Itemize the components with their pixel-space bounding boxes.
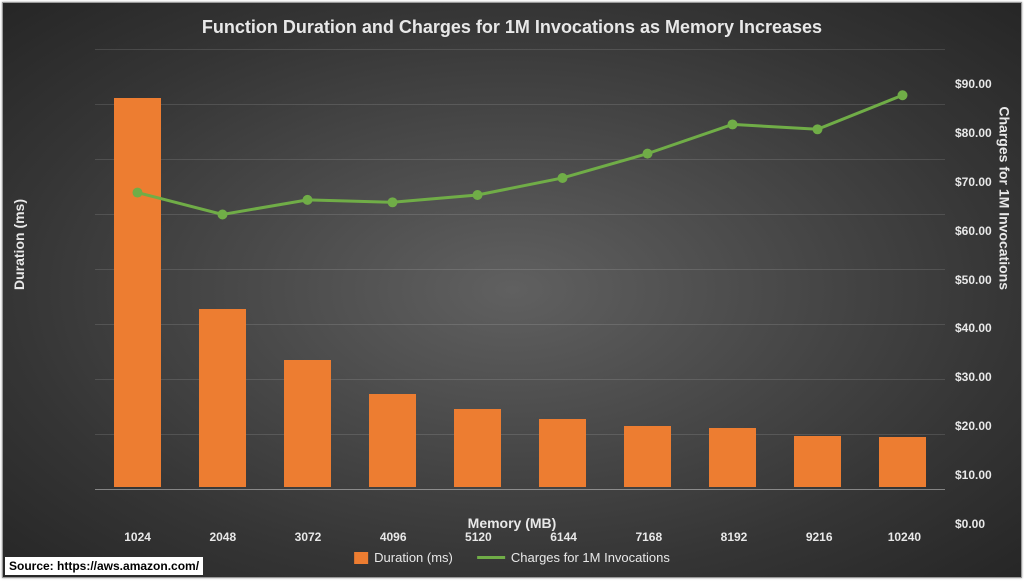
x-tick: 3072 bbox=[295, 530, 322, 544]
line-marker bbox=[643, 149, 653, 159]
x-tick: 7168 bbox=[635, 530, 662, 544]
line-series bbox=[95, 49, 945, 487]
line-marker bbox=[558, 173, 568, 183]
y-right-label: Charges for 1M Invocations bbox=[997, 106, 1013, 290]
legend: Duration (ms) Charges for 1M Invocations bbox=[354, 550, 670, 565]
line-marker bbox=[813, 124, 823, 134]
legend-item-duration: Duration (ms) bbox=[354, 550, 453, 565]
source-citation: Source: https://aws.amazon.com/ bbox=[5, 557, 203, 575]
y-right-tick: $30.00 bbox=[955, 370, 992, 384]
x-tick: 8192 bbox=[721, 530, 748, 544]
line-marker bbox=[728, 119, 738, 129]
y-right-tick: $50.00 bbox=[955, 273, 992, 287]
x-tick: 1024 bbox=[124, 530, 151, 544]
chart-container: Function Duration and Charges for 1M Inv… bbox=[2, 2, 1022, 578]
line-marker bbox=[218, 209, 228, 219]
legend-label-charges: Charges for 1M Invocations bbox=[511, 550, 670, 565]
line-marker bbox=[388, 197, 398, 207]
x-tick: 5120 bbox=[465, 530, 492, 544]
x-tick: 6144 bbox=[550, 530, 577, 544]
y-right-tick: $60.00 bbox=[955, 224, 992, 238]
x-tick: 10240 bbox=[888, 530, 921, 544]
x-axis-label: Memory (MB) bbox=[468, 515, 557, 531]
y-right-tick: $90.00 bbox=[955, 77, 992, 91]
line-marker bbox=[133, 188, 143, 198]
legend-swatch-line bbox=[477, 556, 505, 559]
x-tick: 9216 bbox=[806, 530, 833, 544]
line-marker bbox=[898, 90, 908, 100]
y-left-label: Duration (ms) bbox=[11, 199, 27, 290]
y-right-tick: $10.00 bbox=[955, 468, 992, 482]
y-right-tick: $0.00 bbox=[955, 517, 985, 531]
legend-label-duration: Duration (ms) bbox=[374, 550, 453, 565]
y-right-tick: $20.00 bbox=[955, 419, 992, 433]
legend-item-charges: Charges for 1M Invocations bbox=[477, 550, 670, 565]
plot-area bbox=[95, 49, 945, 487]
line-marker bbox=[303, 195, 313, 205]
y-right-tick: $70.00 bbox=[955, 175, 992, 189]
x-tick: 4096 bbox=[380, 530, 407, 544]
y-right-tick: $80.00 bbox=[955, 126, 992, 140]
legend-swatch-bar bbox=[354, 552, 368, 564]
line-marker bbox=[473, 190, 483, 200]
line-path bbox=[138, 95, 903, 214]
chart-title: Function Duration and Charges for 1M Inv… bbox=[3, 3, 1021, 38]
x-tick: 2048 bbox=[209, 530, 236, 544]
y-right-tick: $40.00 bbox=[955, 321, 992, 335]
